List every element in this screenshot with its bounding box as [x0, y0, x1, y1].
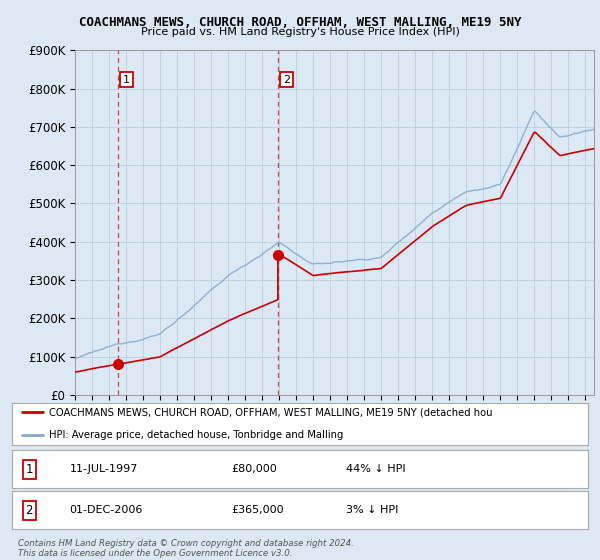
Text: Contains HM Land Registry data © Crown copyright and database right 2024.
This d: Contains HM Land Registry data © Crown c…	[18, 539, 354, 558]
Text: 3% ↓ HPI: 3% ↓ HPI	[346, 505, 398, 515]
Text: 1: 1	[123, 74, 130, 85]
Text: 11-JUL-1997: 11-JUL-1997	[70, 464, 138, 474]
Text: £365,000: £365,000	[231, 505, 284, 515]
Text: 2: 2	[26, 503, 33, 517]
Text: 44% ↓ HPI: 44% ↓ HPI	[346, 464, 406, 474]
Text: 1: 1	[26, 463, 33, 476]
Text: 2: 2	[283, 74, 290, 85]
Text: COACHMANS MEWS, CHURCH ROAD, OFFHAM, WEST MALLING, ME19 5NY: COACHMANS MEWS, CHURCH ROAD, OFFHAM, WES…	[79, 16, 521, 29]
Text: 01-DEC-2006: 01-DEC-2006	[70, 505, 143, 515]
Text: HPI: Average price, detached house, Tonbridge and Malling: HPI: Average price, detached house, Tonb…	[49, 430, 344, 440]
Text: Price paid vs. HM Land Registry's House Price Index (HPI): Price paid vs. HM Land Registry's House …	[140, 27, 460, 37]
Text: £80,000: £80,000	[231, 464, 277, 474]
Text: COACHMANS MEWS, CHURCH ROAD, OFFHAM, WEST MALLING, ME19 5NY (detached hou: COACHMANS MEWS, CHURCH ROAD, OFFHAM, WES…	[49, 408, 493, 417]
